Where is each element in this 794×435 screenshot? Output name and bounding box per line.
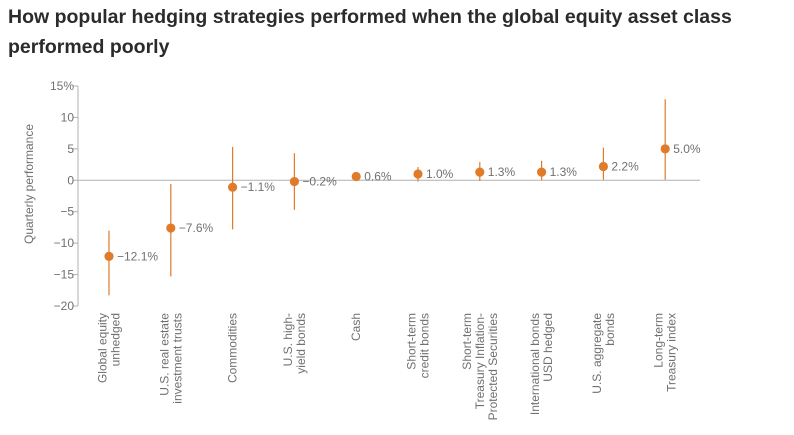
value-label: 1.3% [550, 165, 578, 179]
category-label: Cash [349, 313, 363, 341]
category-labels: Global equity unhedged U.S. real estate inv… [96, 313, 679, 421]
data-point [598, 161, 609, 172]
data-point [351, 171, 361, 182]
category-label-line: investment trusts [170, 313, 184, 404]
data-points [104, 144, 670, 261]
data-point [289, 176, 299, 187]
category-label-line: Global equity [96, 313, 110, 383]
y-tick-label: −15 [54, 268, 75, 282]
y-tick-label: −5 [60, 205, 74, 219]
value-labels: −12.1% −7.6% −1.1% −0.2% 0.6% 1.0% 1.3% 1.3% 2.2… [117, 142, 701, 263]
y-tick-label: 5 [67, 142, 74, 156]
category-label-line: U.S. high- [281, 313, 295, 366]
chart-title: How popular hedging strategies performed… [8, 6, 732, 58]
data-point [228, 182, 238, 192]
category-label-line: Protected Securities [486, 313, 500, 420]
category-label-line: Commodities [226, 313, 240, 383]
data-point [537, 167, 547, 177]
category-label-line: International bonds [528, 313, 542, 415]
data-point [475, 167, 485, 177]
category-label-line: Treasury Inflation- [473, 313, 487, 409]
category-label-line: yield bonds [294, 313, 308, 374]
category-label-line: Cash [349, 313, 363, 341]
value-label: −1.1% [241, 180, 276, 194]
category-label-line: Short-term [460, 313, 474, 370]
category-label: Short-term credit bonds [405, 313, 432, 378]
category-label-line: U.S. aggregate [590, 313, 604, 394]
category-label: Commodities [226, 313, 240, 383]
value-label: 1.3% [488, 165, 516, 179]
value-label: −0.2% [302, 175, 337, 189]
category-label: Long-term Treasury index [652, 313, 679, 392]
value-label: 5.0% [673, 142, 701, 156]
value-label: 1.0% [426, 167, 454, 181]
y-tick-label: −20 [54, 299, 75, 313]
data-point [660, 144, 670, 154]
value-label: −12.1% [117, 249, 158, 263]
range-bars [108, 99, 666, 296]
y-tick-label: 0 [67, 173, 74, 187]
y-axis-title: Quarterly performance [22, 124, 36, 244]
category-label-line: U.S. real estate [157, 313, 171, 396]
data-point [104, 251, 114, 261]
category-label-line: USD hedged [541, 313, 555, 382]
data-point [166, 223, 176, 233]
value-label: 2.2% [611, 159, 639, 173]
category-label-line: Short-term [405, 313, 419, 370]
y-axis: 15% 10 5 0 −5 −10 −15 −20 [50, 79, 79, 313]
value-label: −7.6% [179, 221, 214, 235]
value-label: 0.6% [364, 170, 392, 184]
category-label-line: Long-term [652, 313, 666, 368]
category-label: Short-term Treasury Inflation- Protected S… [460, 313, 500, 420]
category-label-line: unhedged [109, 313, 123, 366]
y-tick-label: 10 [61, 110, 75, 124]
category-label-line: credit bonds [418, 313, 432, 378]
category-label-line: bonds [603, 313, 617, 346]
y-tick-label: −10 [54, 236, 75, 250]
category-label: U.S. aggregate bonds [590, 313, 617, 394]
category-label: U.S. high-yield bonds [281, 313, 308, 374]
category-label: U.S. real estate investment trusts [157, 313, 184, 404]
category-label: Global equity unhedged [96, 313, 123, 383]
y-tick-label: 15% [50, 79, 74, 93]
category-label-line: Treasury index [665, 313, 679, 392]
data-point [413, 169, 423, 179]
category-label: International bonds USD hedged [528, 313, 555, 415]
